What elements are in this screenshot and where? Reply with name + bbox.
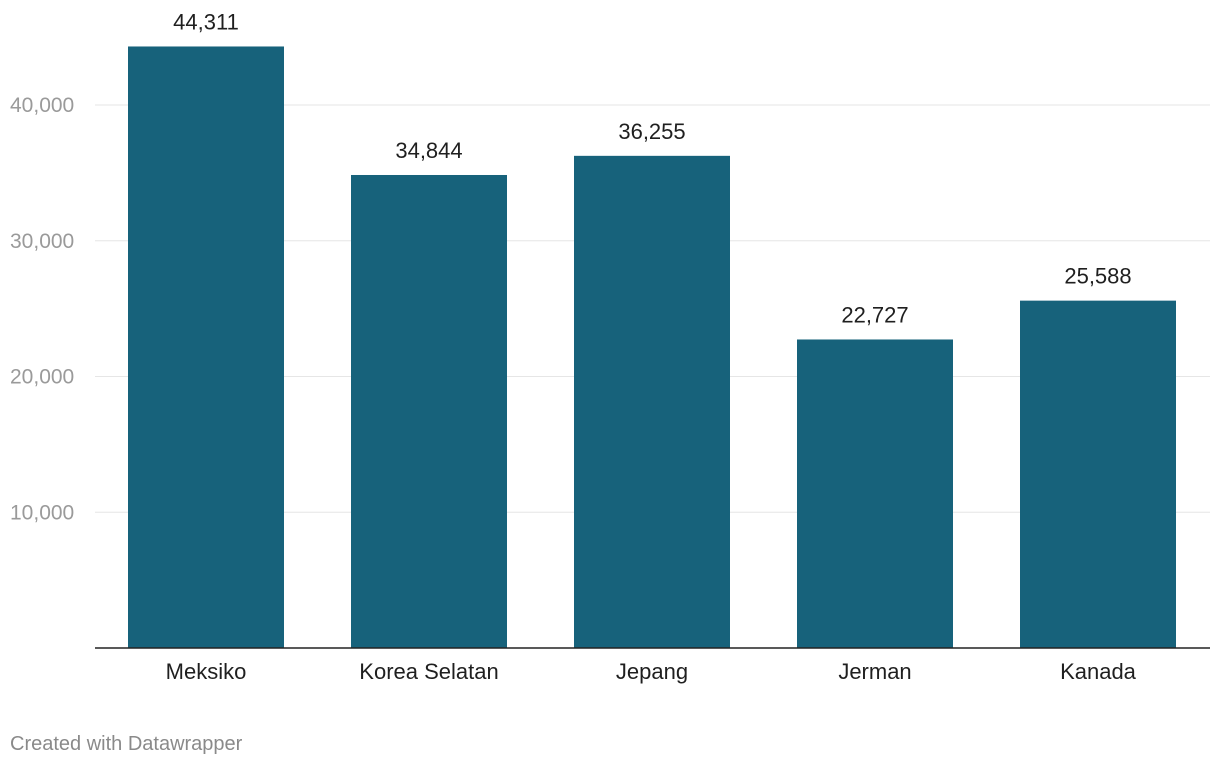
credit-text: Created with Datawrapper	[10, 733, 243, 755]
data-label: 36,255	[618, 119, 685, 144]
x-tick-label: Kanada	[1060, 659, 1137, 684]
data-label: 22,727	[841, 302, 908, 327]
y-tick-label: 10,000	[10, 501, 74, 524]
data-label: 44,311	[173, 9, 239, 34]
x-tick-label: Meksiko	[166, 659, 247, 684]
x-tick-label: Jerman	[838, 659, 911, 684]
bar-meksiko	[128, 46, 284, 649]
y-tick-label: 40,000	[10, 94, 74, 117]
y-tick-label: 20,000	[10, 366, 74, 389]
labels-layer: 44,311 Meksiko 34,844 Korea Selatan 36,255 Je…	[166, 9, 1137, 684]
bar-jepang	[574, 155, 730, 648]
bar-korea-selatan	[351, 174, 507, 648]
data-label: 25,588	[1064, 264, 1131, 289]
x-tick-label: Korea Selatan	[359, 659, 498, 684]
y-tick-label: 30,000	[10, 230, 74, 253]
data-label: 34,844	[395, 138, 462, 163]
bar-jerman	[797, 339, 953, 648]
bar-kanada	[1020, 300, 1176, 648]
bars-layer	[128, 46, 1176, 649]
x-tick-label: Jepang	[616, 659, 688, 684]
